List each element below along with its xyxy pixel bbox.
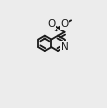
Text: O: O xyxy=(47,19,56,29)
Text: O: O xyxy=(60,19,69,29)
Text: N: N xyxy=(61,42,68,52)
